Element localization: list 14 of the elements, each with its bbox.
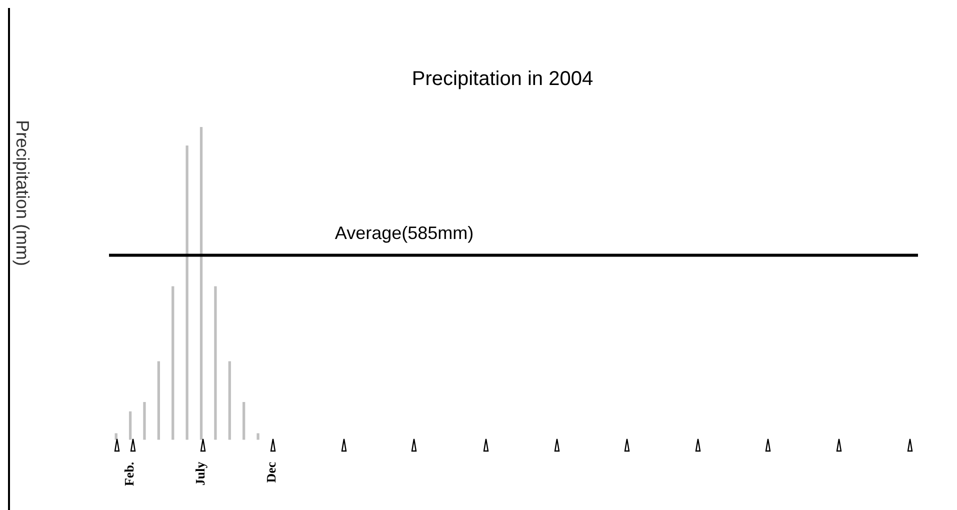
ref-line-label: Average(585mm) bbox=[334, 223, 474, 244]
x-tick-label: Feb. bbox=[122, 462, 137, 486]
x-tick-label: Dec bbox=[264, 462, 279, 483]
bar bbox=[256, 433, 260, 440]
x-tick-label: July bbox=[192, 461, 208, 486]
bar bbox=[228, 361, 231, 440]
chart-title: Precipitation in 2004 bbox=[410, 68, 594, 91]
y-axis-title: Precipitation (mm) bbox=[12, 120, 32, 266]
bar bbox=[242, 402, 246, 440]
bar bbox=[157, 361, 160, 440]
bar bbox=[214, 286, 217, 440]
bar bbox=[143, 402, 146, 440]
bar bbox=[172, 286, 174, 440]
bar bbox=[186, 145, 188, 440]
